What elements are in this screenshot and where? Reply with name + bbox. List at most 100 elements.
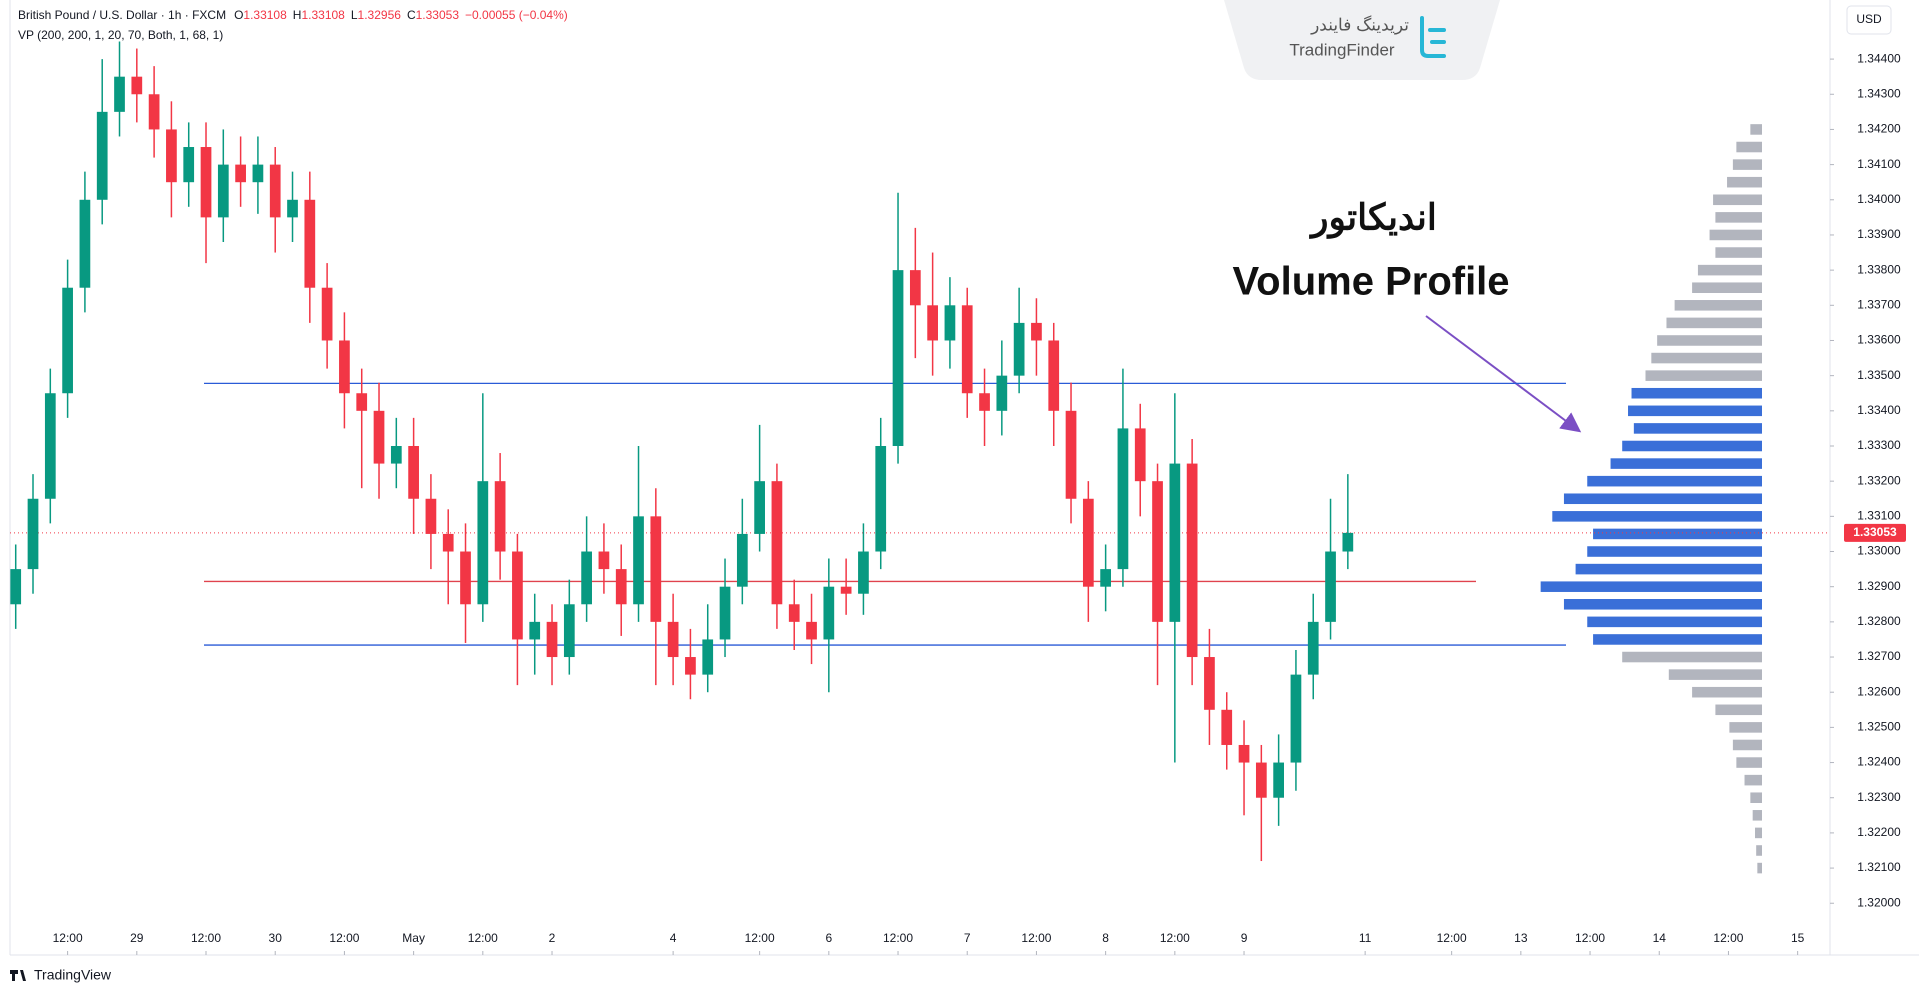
candle-body xyxy=(1255,762,1267,798)
candle-body xyxy=(875,445,887,552)
ohlc-value: 1.33108 xyxy=(243,8,287,22)
candle-body xyxy=(702,639,714,675)
volume-bar xyxy=(1715,704,1762,716)
x-tick-label: 12:00 xyxy=(1021,931,1051,945)
y-tick-label: 1.33900 xyxy=(1857,227,1901,241)
y-tick-label: 1.32800 xyxy=(1857,614,1901,628)
volume-bar xyxy=(1757,862,1762,874)
candle-body xyxy=(754,481,765,534)
volume-bar xyxy=(1593,528,1762,540)
volume-bar xyxy=(1697,264,1762,276)
change: −0.00055 (−0.04%) xyxy=(465,8,568,22)
candle-body xyxy=(1100,569,1111,587)
candle-body xyxy=(217,164,229,218)
candle-body xyxy=(719,586,731,640)
candle-body xyxy=(736,533,748,587)
y-tick-label: 1.32100 xyxy=(1857,860,1901,874)
x-tick-label: 4 xyxy=(670,931,677,945)
volume-bar xyxy=(1587,546,1762,557)
candle-body xyxy=(200,147,212,218)
currency-box[interactable] xyxy=(1846,5,1892,35)
candle-body xyxy=(529,621,541,640)
volume-bar xyxy=(1540,581,1762,592)
x-tick-label: 12:00 xyxy=(1575,931,1605,945)
candle-body xyxy=(442,533,454,552)
volume-bar xyxy=(1709,229,1762,241)
x-tick-label: 15 xyxy=(1791,931,1805,945)
volume-bar xyxy=(1736,141,1762,153)
volume-bar xyxy=(1587,475,1762,487)
candle-body xyxy=(806,621,817,640)
volume-bar xyxy=(1628,405,1762,417)
candle-body xyxy=(477,481,489,605)
volume-bar xyxy=(1645,370,1762,381)
logo-name: TradingFinder xyxy=(1289,40,1395,59)
candle-body xyxy=(27,498,39,570)
volume-bar xyxy=(1752,810,1762,821)
volume-bar xyxy=(1756,845,1762,856)
x-tick-label: 12:00 xyxy=(745,931,775,945)
candle-body xyxy=(304,199,316,288)
y-tick-label: 1.33500 xyxy=(1857,368,1901,382)
candle-body xyxy=(373,410,385,464)
volume-bar xyxy=(1713,194,1762,206)
candle-body xyxy=(1031,322,1042,341)
volume-bar xyxy=(1750,124,1762,135)
candle-body xyxy=(1117,428,1129,570)
x-tick-label: 14 xyxy=(1653,931,1667,945)
volume-bar xyxy=(1651,352,1762,364)
y-tick-label: 1.34000 xyxy=(1857,192,1901,206)
candle-body xyxy=(563,604,575,658)
candle-body xyxy=(1290,674,1302,763)
candle-body xyxy=(1342,532,1354,552)
volume-bar xyxy=(1692,282,1762,293)
candle-body xyxy=(1065,410,1077,499)
candle-body xyxy=(131,76,143,95)
candle-body xyxy=(996,375,1008,411)
volume-bar xyxy=(1729,722,1762,733)
candle-body xyxy=(183,147,195,183)
annotation-en: Volume Profile xyxy=(1232,260,1509,304)
ohlc-key: C xyxy=(407,8,416,22)
candle-body xyxy=(269,164,281,218)
volume-bar xyxy=(1732,739,1762,751)
candle-body xyxy=(10,569,22,605)
candle-body xyxy=(927,305,938,341)
y-tick-label: 1.32000 xyxy=(1857,895,1901,909)
x-tick-label: 6 xyxy=(825,931,832,945)
volume-bar xyxy=(1715,247,1762,258)
candle-body xyxy=(425,498,437,534)
volume-bar xyxy=(1622,651,1762,663)
volume-bar xyxy=(1674,300,1762,311)
candle-body xyxy=(390,445,402,464)
x-tick-label: 12:00 xyxy=(468,931,498,945)
candle-body xyxy=(979,393,990,411)
candle-body xyxy=(114,76,125,112)
candle-body xyxy=(615,569,627,605)
candle-body xyxy=(494,481,506,552)
logo-fa: تریدینگ فایندر xyxy=(1310,14,1409,35)
candle-body xyxy=(1325,551,1336,622)
volume-bar xyxy=(1744,774,1762,786)
volume-bar xyxy=(1563,493,1762,505)
y-tick-label: 1.32900 xyxy=(1857,579,1901,593)
volume-bar xyxy=(1736,757,1762,768)
y-tick-label: 1.34100 xyxy=(1857,157,1901,171)
candle-body xyxy=(44,393,56,499)
volume-bar xyxy=(1666,317,1762,329)
candle-body xyxy=(1307,621,1319,675)
volume-bar xyxy=(1552,511,1762,522)
y-tick-label: 1.33700 xyxy=(1857,297,1901,311)
candle-body xyxy=(771,481,783,605)
volume-bar xyxy=(1727,176,1762,188)
annotation-arrow xyxy=(1425,315,1582,433)
x-tick-label: 8 xyxy=(1102,931,1109,945)
x-tick-label: 12:00 xyxy=(1437,931,1467,945)
candle-body xyxy=(546,621,558,658)
x-tick-label: 7 xyxy=(964,931,971,945)
candle-body xyxy=(1221,709,1233,745)
volume-bar xyxy=(1610,458,1762,469)
candle-body xyxy=(235,164,246,183)
